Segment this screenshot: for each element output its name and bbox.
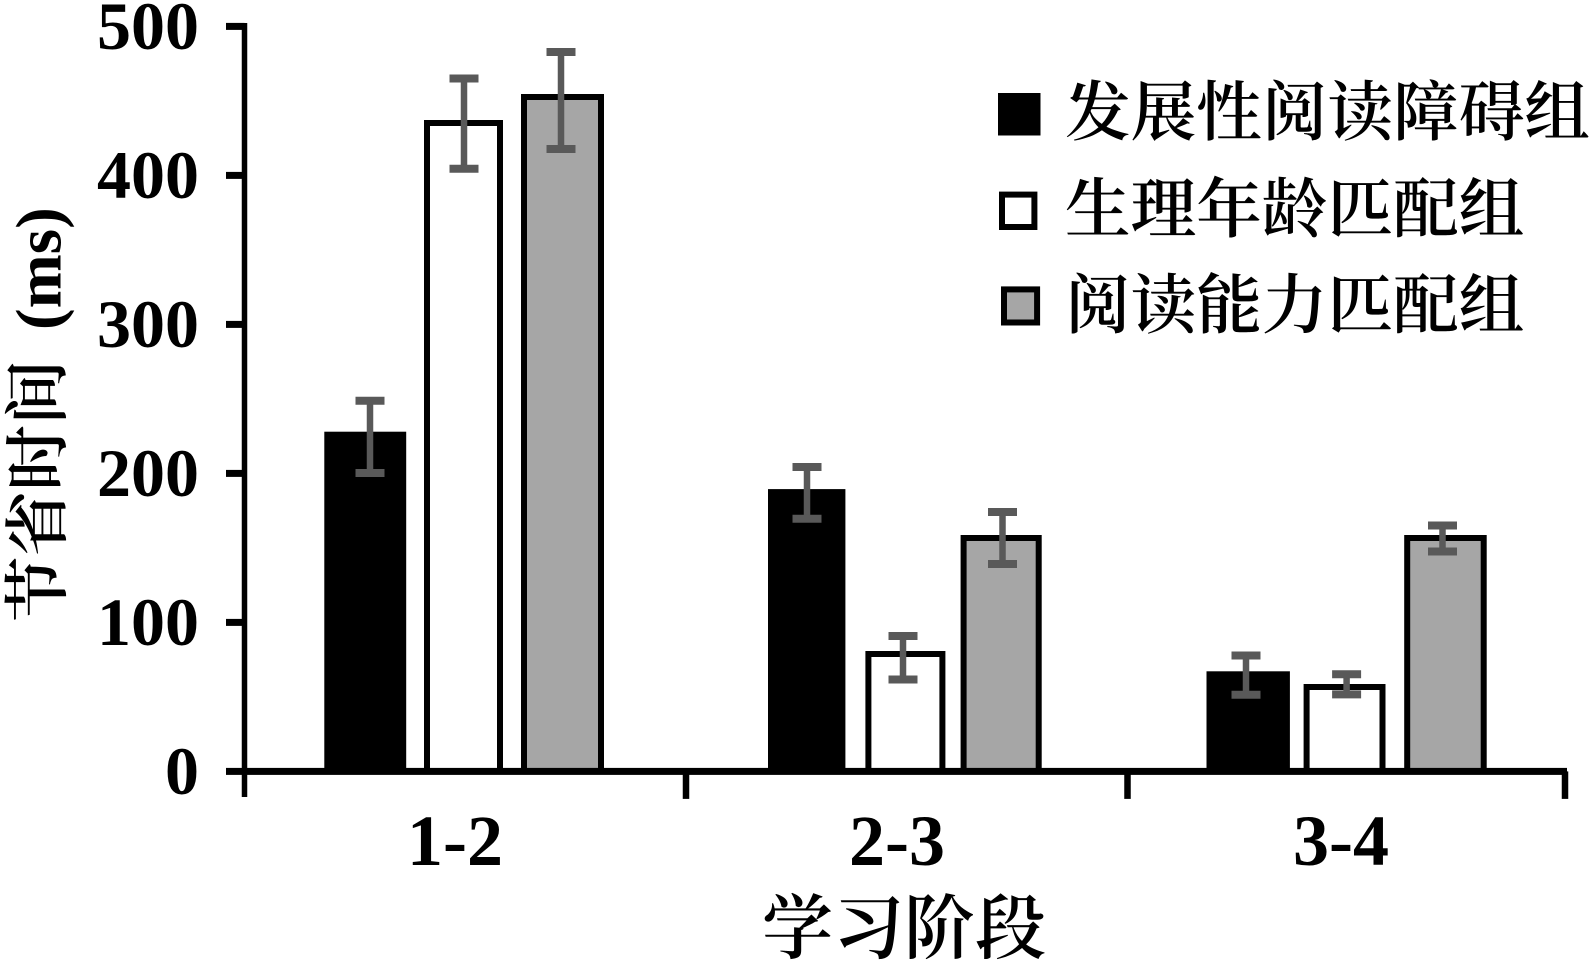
svg-text:3-4: 3-4 <box>1293 801 1389 881</box>
svg-text:0: 0 <box>165 733 199 809</box>
svg-text:500: 500 <box>97 0 199 64</box>
svg-text:1-2: 1-2 <box>407 801 503 881</box>
svg-text:200: 200 <box>97 435 199 511</box>
svg-text:(ms): (ms) <box>4 207 76 330</box>
svg-text:2-3: 2-3 <box>849 801 945 881</box>
svg-text:100: 100 <box>97 584 199 660</box>
svg-text:400: 400 <box>97 137 199 213</box>
svg-text:300: 300 <box>97 286 199 362</box>
